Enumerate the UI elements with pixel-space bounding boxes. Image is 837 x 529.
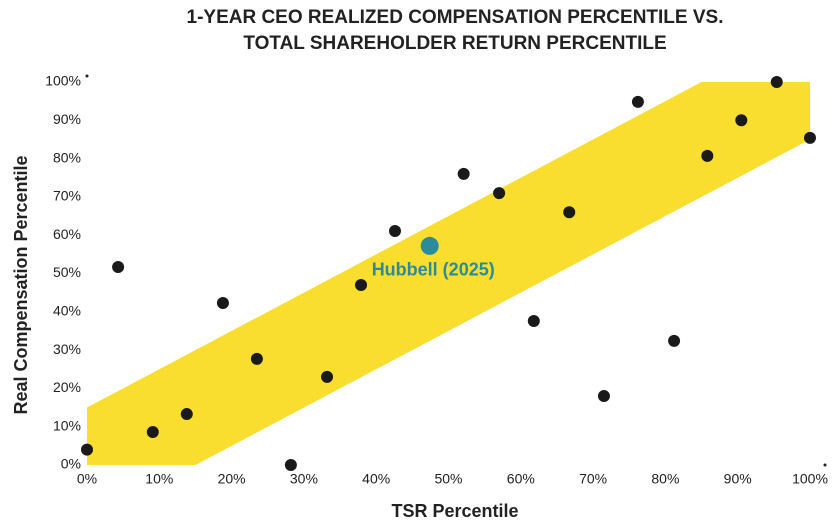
point [457, 167, 470, 180]
x-tick-label: 20% [218, 471, 246, 487]
chart-title: 1-YEAR CEO REALIZED COMPENSATION PERCENT… [187, 7, 724, 28]
x-tick-label: 10% [145, 471, 173, 487]
y-tick-label: 50% [53, 264, 81, 280]
y-tick-label: 30% [53, 341, 81, 357]
y-axis-label: Real Compensation Percentile [11, 155, 31, 414]
y-tick-label: 10% [53, 417, 81, 433]
axis-end [823, 463, 827, 467]
point [81, 443, 93, 456]
point [321, 370, 334, 383]
point [216, 296, 229, 309]
highlight-label: Hubbell (2025) [372, 260, 495, 280]
x-tick-label: 70% [579, 471, 607, 487]
band [87, 82, 810, 465]
point [112, 260, 125, 273]
y-tick-label: 80% [53, 149, 81, 165]
x-tick-label: 0% [77, 471, 97, 487]
point [631, 95, 644, 108]
point [563, 206, 576, 219]
x-tick-label: 90% [724, 471, 752, 487]
point [388, 224, 401, 237]
point [735, 114, 748, 127]
y-tick-label: 60% [53, 226, 81, 242]
y-tick-label: 0% [61, 456, 81, 472]
x-axis-label: TSR Percentile [391, 501, 518, 521]
highlight-point [420, 236, 439, 255]
y-tick-label: 90% [53, 111, 81, 127]
point [146, 426, 159, 439]
point [527, 314, 540, 327]
point [770, 76, 783, 88]
x-tick-label: 30% [290, 471, 318, 487]
x-tick-label: 60% [507, 471, 535, 487]
x-tick-label: 100% [792, 471, 828, 487]
point [701, 149, 714, 162]
point [668, 334, 681, 347]
x-tick-label: 80% [651, 471, 679, 487]
point [355, 278, 368, 291]
point [180, 408, 193, 421]
chart-title: TOTAL SHAREHOLDER RETURN PERCENTILE [243, 33, 666, 54]
point [284, 459, 297, 471]
axis-end [85, 74, 89, 78]
x-tick-label: 50% [434, 471, 462, 487]
y-tick-label: 70% [53, 188, 81, 204]
y-tick-label: 40% [53, 303, 81, 319]
point [804, 131, 816, 144]
point [597, 390, 610, 403]
y-tick-label: 100% [45, 73, 81, 89]
point [250, 352, 263, 365]
y-tick-label: 20% [53, 379, 81, 395]
x-tick-label: 40% [362, 471, 390, 487]
point [493, 187, 506, 200]
